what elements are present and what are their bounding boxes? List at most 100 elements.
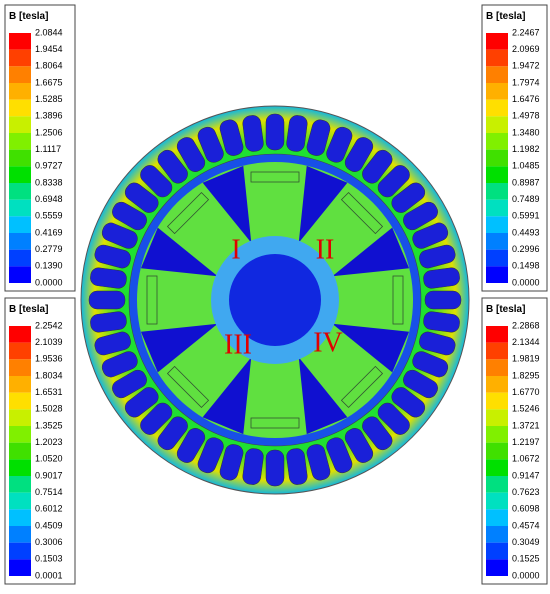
color-band: [9, 116, 31, 133]
legend-value: 0.0000: [35, 277, 63, 287]
slot: [423, 267, 460, 289]
legend-value: 0.7623: [512, 487, 540, 497]
slot: [101, 222, 138, 249]
legend-value: 1.8295: [512, 370, 540, 380]
slot: [124, 182, 159, 213]
legend-value: 0.8987: [512, 177, 540, 187]
legend-value: 0.7514: [35, 487, 63, 497]
slot: [242, 115, 264, 152]
slot: [344, 137, 374, 172]
color-band: [9, 326, 31, 343]
slot: [419, 244, 456, 269]
legend-value: 0.0000: [512, 570, 540, 580]
slot: [94, 331, 131, 356]
pole-gap: [332, 323, 410, 373]
legend-value: 0.4169: [35, 227, 63, 237]
legend-value: 1.8064: [35, 61, 63, 71]
color-band: [9, 199, 31, 217]
slot: [362, 416, 393, 451]
legend-value: 0.8338: [35, 177, 63, 187]
legend-value: 1.5285: [35, 94, 63, 104]
color-band: [9, 359, 31, 376]
color-band: [9, 342, 31, 360]
legend-value: 0.1498: [512, 261, 540, 271]
slot: [90, 267, 127, 289]
legend-value: 1.0520: [35, 454, 63, 464]
magnet: [166, 191, 210, 235]
slot: [94, 244, 131, 269]
hub: [229, 254, 321, 346]
legend-value: 1.5246: [512, 404, 540, 414]
legend-value: 1.8034: [35, 370, 63, 380]
legend-value: 0.1390: [35, 261, 63, 271]
magnet: [340, 365, 384, 409]
legend-value: 2.2467: [512, 27, 540, 37]
pole-label: IV: [313, 327, 343, 358]
legend-value: 0.5559: [35, 211, 63, 221]
color-band: [486, 116, 508, 133]
slot: [157, 149, 188, 184]
color-band: [9, 376, 31, 393]
slot: [265, 113, 285, 151]
pole-label: III: [224, 329, 252, 360]
color-band: [9, 149, 31, 167]
legend-value: 1.6675: [35, 77, 63, 87]
legend-value: 1.1117: [35, 144, 61, 154]
legend-value: 1.1982: [512, 144, 540, 154]
legend-value: 2.1344: [512, 337, 540, 347]
slot: [306, 444, 331, 481]
legend-value: 0.6098: [512, 504, 540, 514]
legend-value: 1.6476: [512, 94, 540, 104]
color-band: [9, 492, 31, 510]
legend-value: 1.0485: [512, 161, 540, 171]
legend: B [tesla] 2.2542 2.1039 1.9536 1.8034 1.6531 1…: [4, 297, 76, 585]
pole-label: I: [231, 234, 240, 265]
color-band: [486, 476, 508, 493]
color-band: [486, 49, 508, 67]
slot: [412, 351, 449, 378]
color-band: [9, 526, 31, 543]
slot: [403, 369, 438, 399]
color-band: [486, 376, 508, 393]
legend-value: 0.4574: [512, 520, 540, 530]
color-band: [486, 409, 508, 426]
legend-value: 1.5028: [35, 404, 63, 414]
legends: B [tesla] 2.0844 1.9454 1.8064 1.6675 1.5285 1…: [4, 4, 548, 585]
color-band: [486, 149, 508, 167]
magnet: [166, 365, 210, 409]
slot: [326, 126, 353, 163]
pole-label: II: [316, 234, 335, 265]
color-band: [9, 99, 31, 117]
slot: [176, 137, 206, 172]
legend-value: 1.0672: [512, 454, 540, 464]
legend-value: 2.0969: [512, 44, 540, 54]
color-band: [486, 166, 508, 183]
slot: [176, 428, 206, 463]
legend-value: 1.6770: [512, 387, 540, 397]
legend-value: 1.9819: [512, 354, 540, 364]
legend-value: 2.2542: [35, 320, 63, 330]
legend: B [tesla] 2.2467 2.0969 1.9472 1.7974 1.6476 1…: [481, 4, 548, 292]
pole-gap: [202, 357, 252, 435]
color-band: [9, 426, 31, 443]
slot: [112, 369, 147, 399]
slot: [377, 165, 410, 198]
pole-gap: [202, 165, 252, 243]
color-band: [486, 526, 508, 543]
legend-value: 1.9472: [512, 61, 540, 71]
legend-value: 0.9017: [35, 470, 63, 480]
color-band: [9, 559, 31, 576]
color-band: [486, 342, 508, 360]
color-band: [486, 266, 508, 283]
legend-value: 2.0844: [35, 27, 63, 37]
legend-value: 1.3525: [35, 420, 63, 430]
color-band: [9, 133, 31, 150]
color-band: [9, 409, 31, 426]
legend-value: 0.4493: [512, 227, 540, 237]
pole-gap: [298, 165, 348, 243]
slot: [286, 115, 308, 152]
legend-value: 1.4978: [512, 111, 540, 121]
legend-value: 0.2996: [512, 244, 540, 254]
color-band: [9, 459, 31, 476]
legend-value: 0.3049: [512, 537, 540, 547]
